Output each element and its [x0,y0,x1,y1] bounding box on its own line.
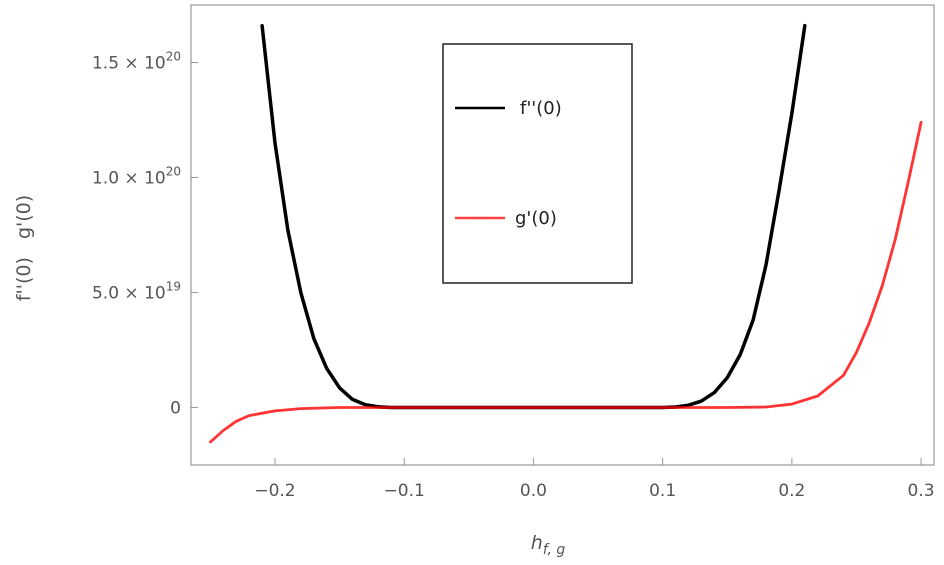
y-tick-mantissa: 0 [170,399,181,419]
x-axis-title-subscript: f, g [543,542,566,558]
x-tick-label: −0.1 [384,481,425,501]
x-axis-ticks: −0.2 −0.1 0.0 0.1 0.2 0.3 [254,458,935,501]
y-tick-mantissa: 1.0 × 10 [92,169,166,189]
y-axis-title: f''(0) g'(0) [13,195,35,301]
x-axis-title: hf, g [531,532,566,558]
legend-box [442,43,633,284]
legend: f''(0) g'(0) [442,43,633,284]
x-tick-label: 0.3 [908,481,935,501]
x-axis-title-main: h [531,532,543,554]
y-tick-label: 1.5 × 1020 [92,50,181,74]
x-tick-label: −0.2 [254,481,295,501]
y-tick-label: 1.0 × 1020 [92,165,181,189]
x-tick-label: 0.2 [778,481,805,501]
x-tick-label: 0.1 [649,481,676,501]
y-tick-exponent: 20 [166,165,181,179]
series-line-g [209,120,923,444]
series-layer [209,23,923,444]
legend-label-g: g'(0) [515,208,557,229]
legend-label-f: f''(0) [520,98,562,119]
y-tick-mantissa: 5.0 × 10 [92,284,166,304]
y-tick-exponent: 20 [166,50,181,64]
plot-frame [190,4,935,466]
y-tick-label: 0 [170,399,181,419]
x-tick-label: 0.0 [520,481,547,501]
y-tick-mantissa: 1.5 × 10 [92,54,166,74]
y-tick-label: 5.0 × 1019 [92,280,181,304]
y-tick-exponent: 19 [166,280,181,294]
